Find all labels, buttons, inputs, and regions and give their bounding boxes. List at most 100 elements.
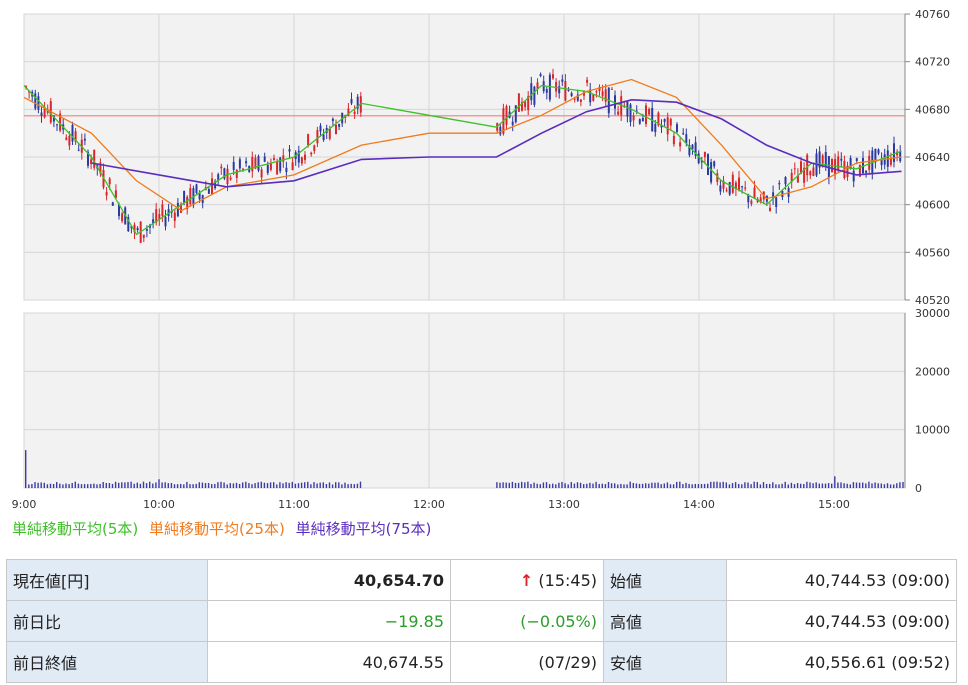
volume-bar: [167, 483, 169, 488]
chart-legend: 単純移動平均(5本) 単純移動平均(25本) 単純移動平均(75本): [12, 518, 437, 539]
volume-bar: [713, 481, 715, 488]
volume-bar: [71, 482, 73, 488]
volume-bar: [731, 483, 734, 488]
candle-body: [803, 167, 806, 183]
candle-body: [614, 95, 616, 109]
volume-tick-label: 0: [915, 482, 922, 495]
candle-body: [641, 118, 644, 122]
volume-bar: [87, 484, 89, 488]
volume-bar: [641, 483, 644, 488]
candle-body: [731, 174, 734, 193]
candle-body: [679, 142, 682, 147]
volume-bar: [282, 483, 284, 488]
volume-bar: [192, 484, 194, 488]
volume-bar: [291, 481, 293, 488]
candle-body: [65, 137, 68, 140]
volume-bar: [849, 484, 851, 488]
volume-bar: [344, 482, 346, 488]
candle-body: [778, 183, 781, 185]
candle-body: [589, 89, 592, 103]
volume-bar: [353, 484, 355, 488]
volume-bar: [654, 482, 656, 488]
volume-bar: [552, 483, 554, 488]
volume-bar: [765, 483, 768, 488]
candle-body: [648, 108, 651, 115]
volume-bar: [297, 483, 300, 488]
candle-body: [564, 81, 567, 101]
candle-body: [127, 217, 130, 232]
volume-bar: [65, 483, 67, 488]
candle-body: [796, 175, 799, 183]
volume-bar: [211, 484, 213, 488]
volume-bar: [195, 483, 197, 488]
volume-bar: [294, 483, 297, 488]
candle-body: [176, 202, 179, 217]
volume-bar: [685, 482, 687, 488]
volume-tick-label: 30000: [915, 307, 950, 320]
volume-bar: [111, 483, 114, 488]
volume-bar: [288, 482, 290, 488]
volume-bar: [787, 484, 789, 488]
candle-body: [74, 131, 77, 142]
current-price-time-cell: ↑ (15:45): [450, 559, 604, 601]
volume-bar: [886, 483, 889, 488]
volume-bar: [827, 483, 830, 488]
volume-bar: [90, 483, 92, 488]
volume-bar: [313, 482, 315, 488]
volume-bar: [784, 481, 786, 488]
volume-bar: [99, 483, 101, 488]
volume-bar: [796, 483, 799, 488]
volume-bar: [694, 483, 696, 488]
x-tick-label: 15:00: [818, 498, 850, 511]
candle-body: [645, 105, 647, 125]
volume-bar: [635, 483, 638, 488]
candle-body: [558, 86, 561, 94]
volume-bar: [304, 482, 306, 488]
volume-bar: [893, 484, 895, 488]
candle-body: [710, 162, 713, 183]
volume-bar: [189, 484, 191, 488]
volume-bar: [226, 484, 228, 488]
table-row: 現在値[円] 40,654.70 ↑ (15:45) 始値 40,744.53 …: [6, 559, 957, 601]
volume-bar: [105, 482, 107, 488]
volume-bar: [865, 483, 867, 488]
volume-bar: [220, 481, 222, 488]
volume-bar: [564, 483, 566, 488]
volume-bar: [127, 482, 129, 488]
volume-bar: [508, 482, 510, 488]
low-value: 40,556.61 (09:52): [726, 641, 957, 683]
candle-body: [207, 189, 210, 194]
candle-body: [595, 91, 598, 93]
candle-body: [145, 229, 148, 231]
candle-body: [598, 86, 601, 92]
candle-body: [257, 156, 260, 171]
candle-body: [775, 197, 778, 208]
volume-bar: [43, 482, 45, 488]
candle-body: [672, 135, 675, 145]
candle-body: [136, 228, 139, 231]
candle-body: [707, 154, 709, 175]
volume-bar: [753, 481, 755, 488]
volume-bar: [263, 482, 266, 488]
volume-bar: [821, 483, 824, 488]
candle-body: [37, 96, 40, 110]
volume-bar: [325, 483, 328, 488]
price-panel: 40760 40720 40680 40640 40600 40560 40520: [23, 8, 950, 307]
candle-body: [552, 74, 554, 79]
time-axis: 9:00 10:00 11:00 12:00 13:00 14:00 15:00: [12, 498, 850, 511]
candle-body: [666, 117, 669, 135]
volume-bar: [598, 483, 600, 488]
volume-bar: [824, 483, 827, 488]
volume-bar: [149, 481, 151, 488]
volume-bar: [790, 482, 793, 488]
candle-body: [896, 151, 899, 156]
volume-bar: [170, 483, 173, 488]
volume-bar: [533, 482, 535, 488]
candle-body: [300, 157, 303, 164]
volume-bar: [102, 482, 104, 488]
volume-bar: [896, 483, 898, 488]
volume-bar: [601, 483, 603, 488]
volume-bar: [328, 482, 331, 488]
candle-body: [713, 161, 716, 167]
intraday-chart: 40760 40720 40680 40640 40600 40560 40520 3000…: [12, 8, 950, 511]
